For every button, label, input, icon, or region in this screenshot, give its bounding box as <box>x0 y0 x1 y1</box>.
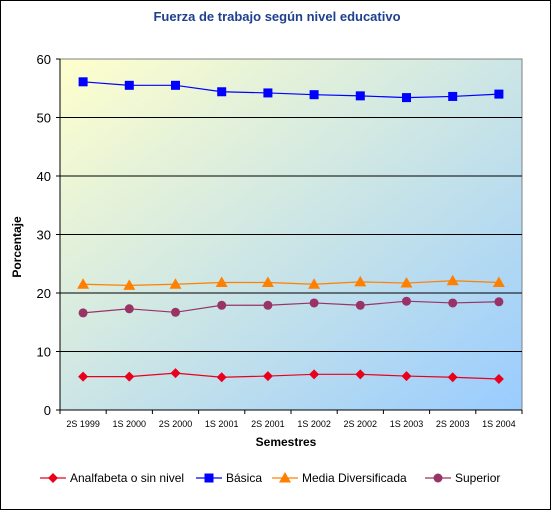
series-layer <box>77 77 505 384</box>
data-point <box>402 296 411 306</box>
data-point <box>263 88 273 98</box>
x-tick-label: 1S 2004 <box>482 419 516 429</box>
data-point <box>494 89 504 99</box>
y-tick-label: 10 <box>37 345 51 360</box>
legend: Analfabeta o sin nivel Básica Media Divers… <box>40 471 500 485</box>
data-point <box>169 278 182 289</box>
legend-marker <box>433 473 443 483</box>
data-point <box>78 371 89 382</box>
data-point <box>124 80 134 90</box>
y-axis-ticks: 0 10 20 30 40 50 60 <box>37 52 522 418</box>
data-point <box>124 371 135 382</box>
data-point <box>402 93 411 103</box>
data-point <box>171 80 180 90</box>
series-line <box>83 300 499 314</box>
data-point <box>263 300 273 310</box>
data-point <box>170 368 181 379</box>
legend-label: Básica <box>226 471 262 485</box>
legend-label: Superior <box>455 471 500 485</box>
series-superior <box>78 296 504 318</box>
series-line <box>83 81 499 99</box>
y-tick-label: 30 <box>37 228 51 243</box>
x-tick-label: 1S 2003 <box>390 419 424 429</box>
data-point <box>216 372 227 383</box>
data-point <box>78 77 88 87</box>
data-point <box>309 298 319 308</box>
data-point <box>448 298 458 308</box>
legend-item: Analfabeta o sin nivel <box>40 471 184 485</box>
data-point <box>354 275 367 287</box>
data-point <box>262 371 273 382</box>
data-point <box>355 369 366 380</box>
data-point <box>355 91 365 101</box>
data-point <box>309 90 319 100</box>
x-tick-label: 2S 2001 <box>251 419 285 429</box>
series-line <box>83 372 499 380</box>
y-tick-label: 50 <box>37 111 51 126</box>
data-point <box>401 371 412 382</box>
x-axis-title: Semestres <box>256 435 317 449</box>
data-point <box>447 372 458 383</box>
data-point <box>77 278 90 289</box>
data-point <box>217 87 227 97</box>
data-point <box>494 297 504 307</box>
x-axis-ticks: 2S 1999 1S 2000 2S 2000 1S 2001 2S 2001 1S 20… <box>59 410 523 429</box>
y-axis-title: Porcentaje <box>10 216 24 278</box>
data-point <box>355 300 365 310</box>
data-point <box>400 277 413 288</box>
data-point <box>171 307 180 317</box>
series-line <box>83 280 499 286</box>
data-point <box>446 274 459 286</box>
x-tick-label: 2S 1999 <box>66 419 100 429</box>
data-point <box>124 304 134 314</box>
x-tick-label: 1S 2002 <box>297 419 331 429</box>
y-tick-label: 20 <box>37 286 51 301</box>
data-point <box>492 276 505 287</box>
data-point <box>123 279 136 290</box>
data-point <box>217 300 227 310</box>
x-tick-label: 2S 2003 <box>436 419 470 429</box>
y-tick-label: 40 <box>37 169 51 184</box>
y-tick-label: 60 <box>37 52 51 67</box>
legend-marker <box>279 472 291 483</box>
x-tick-label: 1S 2000 <box>113 419 147 429</box>
data-point <box>308 278 321 289</box>
data-point <box>215 276 228 287</box>
chart-title: Fuerza de trabajo según nivel educativo <box>153 9 400 24</box>
legend-marker <box>204 473 214 483</box>
data-point <box>493 373 504 384</box>
data-point <box>309 369 320 380</box>
x-tick-label: 2S 2000 <box>159 419 193 429</box>
x-tick-label: 2S 2002 <box>344 419 378 429</box>
series-media-diversificada <box>77 274 505 290</box>
legend-item: Media Diversificada <box>272 471 407 485</box>
data-point <box>261 276 274 287</box>
y-tick-label: 0 <box>44 403 51 418</box>
legend-item: Superior <box>425 471 500 485</box>
gridlines <box>60 117 522 352</box>
legend-marker <box>48 473 58 483</box>
series-basica <box>78 77 504 103</box>
x-tick-label: 1S 2001 <box>205 419 239 429</box>
data-point <box>448 91 458 101</box>
legend-label: Analfabeta o sin nivel <box>70 471 184 485</box>
legend-label: Media Diversificada <box>302 471 407 485</box>
legend-item: Básica <box>196 471 262 485</box>
data-point <box>78 308 88 318</box>
series-analfabeta-o-sin-nivel <box>78 368 504 384</box>
